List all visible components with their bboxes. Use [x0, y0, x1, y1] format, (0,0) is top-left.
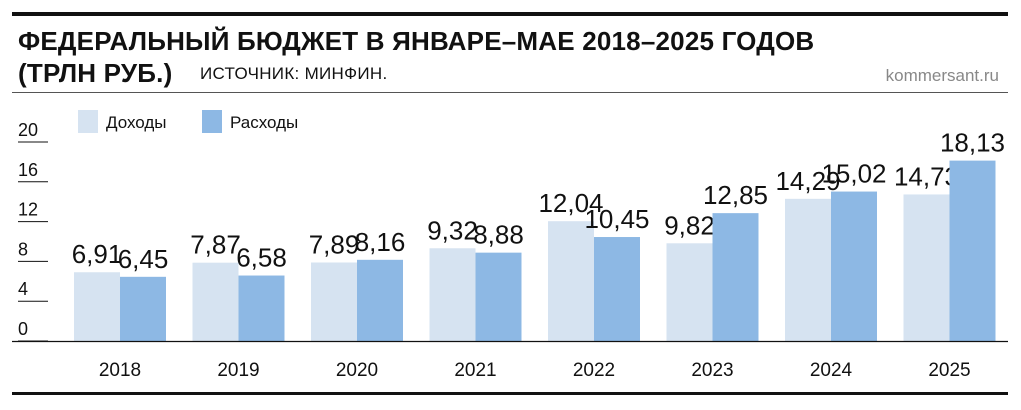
bar-expense-2021: [475, 252, 522, 341]
chart-unit: (ТРЛН РУБ.): [18, 58, 173, 88]
bar-expense-2024: [831, 191, 877, 341]
data-label-expense-2025: 18,13: [940, 128, 1005, 158]
legend-swatch-income: [78, 110, 98, 133]
bar-income-2023: [666, 243, 713, 341]
y-tick-label: 8: [18, 239, 28, 259]
x-tick-label-2025: 2025: [928, 360, 970, 381]
x-tick-label-2021: 2021: [454, 360, 496, 381]
chart-title: ФЕДЕРАЛЬНЫЙ БЮДЖЕТ В ЯНВАРЕ–МАЕ 2018–202…: [18, 26, 815, 56]
bar-income-2020: [311, 262, 357, 341]
bar-income-2022: [548, 221, 594, 341]
data-label-income-2021: 9,32: [427, 215, 478, 245]
x-tick-label-2023: 2023: [691, 360, 733, 381]
data-label-income-2018: 6,91: [72, 239, 123, 269]
y-tick-label: 20: [18, 120, 38, 140]
data-label-expense-2024: 15,02: [821, 159, 886, 189]
data-label-income-2025: 14,73: [894, 161, 959, 191]
bar-expense-2023: [712, 213, 759, 341]
x-tick-label-2022: 2022: [573, 360, 615, 381]
bar-income-2019: [192, 262, 239, 341]
y-tick-label: 12: [18, 200, 38, 220]
data-label-income-2022: 12,04: [538, 188, 603, 218]
bar-income-2021: [429, 248, 476, 341]
y-tick-label: 0: [18, 319, 28, 339]
bar-expense-2025: [949, 160, 996, 341]
x-tick-label-2020: 2020: [336, 360, 378, 381]
data-label-income-2024: 14,29: [775, 166, 840, 196]
bar-income-2024: [785, 198, 831, 341]
legend-label-expense: Расходы: [230, 113, 298, 132]
bar-income-2025: [903, 194, 950, 341]
legend-swatch-expense: [202, 110, 222, 133]
data-label-expense-2020: 8,16: [355, 227, 406, 257]
x-tick-label-2024: 2024: [810, 360, 853, 381]
data-label-expense-2023: 12,85: [703, 180, 768, 210]
x-tick-label-2018: 2018: [99, 360, 141, 381]
data-label-income-2023: 9,82: [664, 210, 715, 240]
bar-expense-2018: [120, 276, 166, 341]
y-tick-label: 16: [18, 160, 38, 180]
data-label-income-2019: 7,87: [190, 230, 241, 260]
legend-label-income: Доходы: [106, 113, 167, 132]
source-note: ИСТОЧНИК: МИНФИН.: [200, 64, 388, 83]
data-label-expense-2019: 6,58: [236, 243, 287, 273]
data-label-expense-2018: 6,45: [118, 244, 169, 274]
top-rule: [12, 12, 1008, 16]
x-tick-label-2019: 2019: [217, 360, 259, 381]
y-tick-label: 4: [18, 279, 28, 299]
data-label-expense-2022: 10,45: [584, 204, 649, 234]
bar-expense-2019: [238, 275, 285, 341]
bar-expense-2022: [594, 237, 640, 341]
bar-income-2018: [74, 272, 120, 341]
site-credit: kommersant.ru: [885, 66, 999, 85]
data-label-expense-2021: 8,88: [473, 220, 524, 250]
bar-expense-2020: [357, 259, 403, 341]
bottom-rule: [12, 392, 1008, 395]
data-label-income-2020: 7,89: [309, 229, 360, 259]
header-divider: [12, 92, 1008, 93]
